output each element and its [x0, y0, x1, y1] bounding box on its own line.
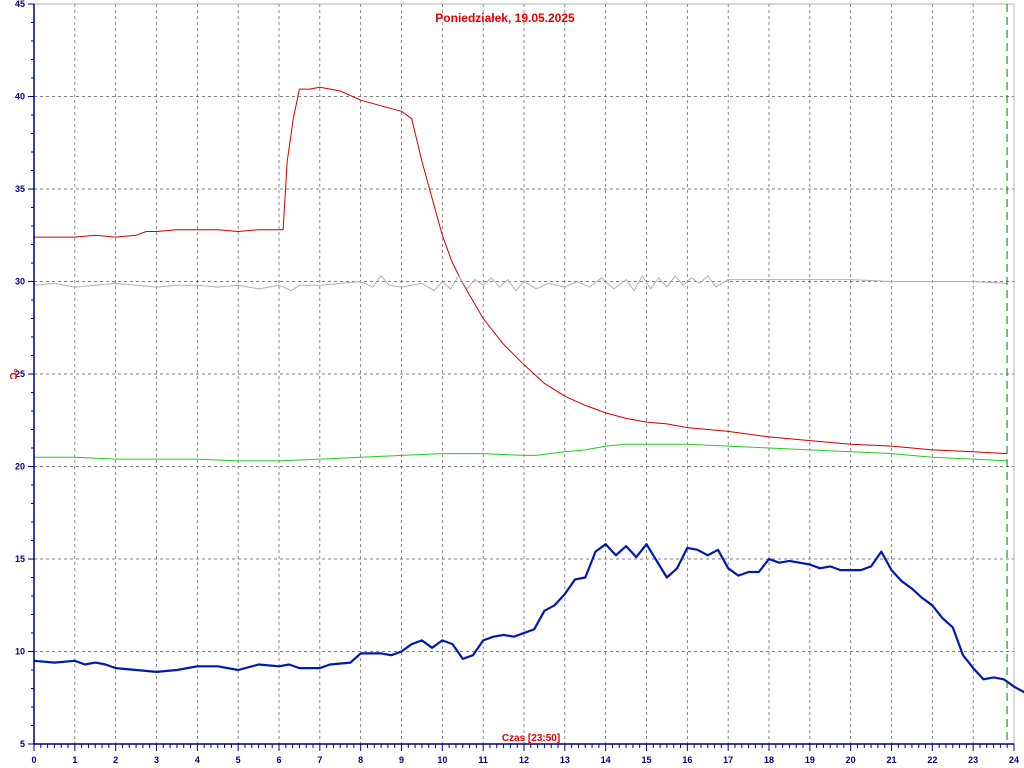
x-tick-label: 2: [113, 755, 118, 765]
x-tick-label: 21: [886, 755, 896, 765]
y-tick-label: 10: [15, 647, 25, 657]
y-tick-label: 40: [15, 92, 25, 102]
series-line-3: [34, 443, 1008, 462]
series-line-1: [34, 86, 1008, 455]
x-tick-label: 10: [437, 755, 447, 765]
x-axis-label: Czas [23:50]: [502, 733, 560, 744]
series-line-2: [33, 275, 1008, 292]
x-tick-label: 20: [846, 755, 856, 765]
series-layer: [33, 4, 1024, 744]
y-tick-label: 30: [15, 277, 25, 287]
x-tick-label: 5: [236, 755, 241, 765]
x-tick-label: 19: [805, 755, 815, 765]
y-tick-label: 25: [15, 369, 25, 379]
x-tick-label: 22: [927, 755, 937, 765]
x-tick-label: 7: [317, 755, 322, 765]
x-tick-label: 4: [195, 755, 200, 765]
y-axis-label: °C: [7, 368, 18, 379]
x-tick-label: 23: [968, 755, 978, 765]
x-tick-label: 9: [399, 755, 404, 765]
y-tick-label: 35: [15, 184, 25, 194]
x-tick-label: 15: [641, 755, 651, 765]
x-tick-label: 8: [358, 755, 363, 765]
series-line-4: [33, 543, 1024, 694]
x-tick-label: 18: [764, 755, 774, 765]
y-tick-label: 45: [15, 0, 25, 9]
x-tick-label: 14: [601, 755, 611, 765]
x-tick-label: 16: [682, 755, 692, 765]
y-tick-label: 5: [20, 739, 25, 749]
x-tick-label: 1: [72, 755, 77, 765]
x-tick-label: 3: [154, 755, 159, 765]
x-tick-label: 24: [1009, 755, 1019, 765]
x-tick-label: 12: [519, 755, 529, 765]
y-tick-label: 15: [15, 554, 25, 564]
x-tick-label: 0: [31, 755, 36, 765]
x-tick-label: 13: [560, 755, 570, 765]
x-tick-label: 17: [723, 755, 733, 765]
y-tick-label: 20: [15, 462, 25, 472]
x-tick-label: 11: [478, 755, 488, 765]
grid-lines: [34, 3, 1015, 744]
x-tick-label: 6: [276, 755, 281, 765]
chart-title: Poniedziałek, 19.05.2025: [435, 11, 575, 25]
